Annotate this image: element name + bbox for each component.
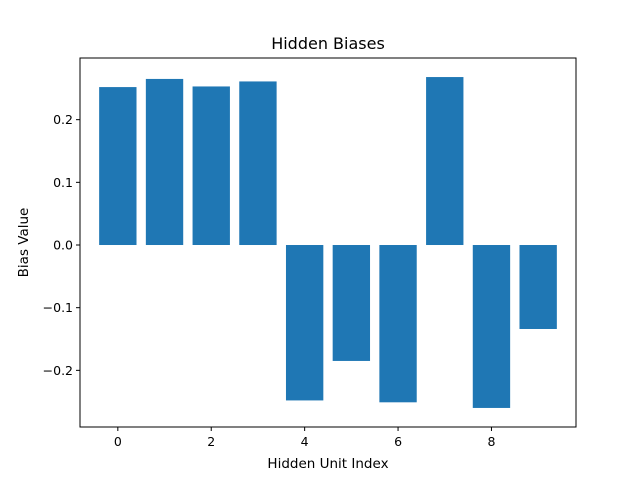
bar-3	[239, 81, 277, 246]
bar-1	[145, 78, 184, 246]
y-tick-label: −0.1	[43, 300, 73, 315]
bar-5	[332, 245, 371, 361]
y-axis-ticks: −0.2 −0.1 0.0 0.1 0.2	[43, 112, 80, 378]
x-axis-ticks: 0 2 4 6 8	[114, 427, 495, 449]
x-tick-label: 0	[114, 434, 122, 449]
y-tick-label: 0.0	[53, 238, 73, 253]
y-tick-label: 0.2	[53, 112, 73, 127]
bar-4	[285, 245, 324, 401]
bar-7	[426, 77, 464, 246]
plot-frame	[79, 57, 577, 428]
y-axis-label: Bias Value	[16, 208, 32, 278]
y-tick-label: 0.1	[53, 175, 73, 190]
x-axis-label: Hidden Unit Index	[267, 456, 388, 472]
x-tick-label: 2	[207, 434, 215, 449]
bars-group	[99, 77, 557, 408]
bar-6	[379, 245, 417, 403]
bar-0	[99, 87, 137, 246]
chart-title: Hidden Biases	[271, 34, 385, 53]
y-tick-label: −0.2	[43, 363, 73, 378]
x-tick-label: 8	[487, 434, 495, 449]
bar-9	[519, 245, 557, 329]
bar-8	[472, 245, 511, 408]
x-tick-label: 6	[394, 434, 402, 449]
bar-2	[192, 86, 230, 245]
x-tick-label: 4	[301, 434, 309, 449]
